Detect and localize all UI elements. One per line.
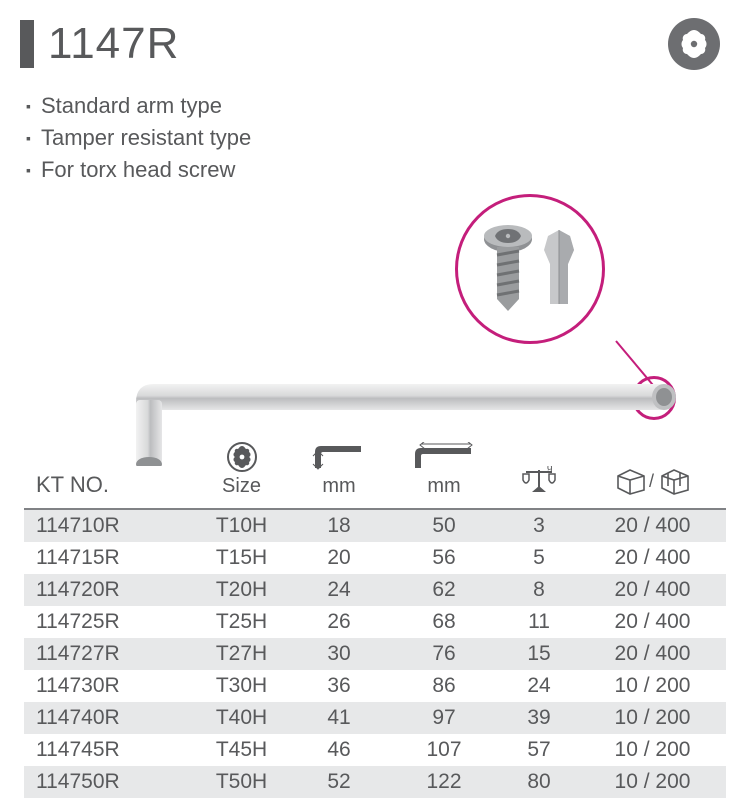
- col-label: Size: [222, 475, 261, 497]
- svg-text:g: g: [547, 466, 553, 473]
- cell-short_mm: 36: [289, 670, 389, 702]
- header: 1147R: [0, 0, 750, 78]
- cell-short_mm: 52: [289, 766, 389, 798]
- screw-icon: [482, 225, 534, 313]
- feature-item: Tamper resistant type: [26, 122, 750, 154]
- cell-ktno: 114727R: [24, 638, 194, 670]
- table-row: 114740RT40H41973910 / 200: [24, 702, 726, 734]
- feature-text: Standard arm type: [41, 90, 222, 122]
- table-row: 114710RT10H1850320 / 400: [24, 509, 726, 542]
- cell-pack: 10 / 200: [579, 702, 726, 734]
- cell-short_mm: 20: [289, 542, 389, 574]
- scale-icon: g: [520, 466, 558, 496]
- cell-ktno: 114720R: [24, 574, 194, 606]
- package-icon: /: [614, 464, 692, 496]
- short-arm-icon: [311, 442, 367, 472]
- feature-item: Standard arm type: [26, 90, 750, 122]
- cell-weight: 5: [499, 542, 579, 574]
- col-long-arm: mm: [389, 438, 499, 509]
- col-ktno: KT NO.: [24, 438, 194, 509]
- spec-table: KT NO. Size: [24, 438, 726, 798]
- cell-ktno: 114730R: [24, 670, 194, 702]
- torx-security-icon: [668, 18, 720, 70]
- cell-pack: 20 / 400: [579, 574, 726, 606]
- cell-size: T10H: [194, 509, 289, 542]
- cell-long_mm: 76: [389, 638, 499, 670]
- cell-weight: 80: [499, 766, 579, 798]
- title-block: 1147R: [20, 19, 179, 69]
- svg-text:/: /: [649, 471, 654, 491]
- cell-ktno: 114725R: [24, 606, 194, 638]
- feature-item: For torx head screw: [26, 154, 750, 186]
- cell-short_mm: 18: [289, 509, 389, 542]
- cell-weight: 39: [499, 702, 579, 734]
- cell-long_mm: 86: [389, 670, 499, 702]
- cell-weight: 11: [499, 606, 579, 638]
- table-row: 114720RT20H2462820 / 400: [24, 574, 726, 606]
- cell-long_mm: 68: [389, 606, 499, 638]
- cell-size: T27H: [194, 638, 289, 670]
- cell-size: T15H: [194, 542, 289, 574]
- title-bar: [20, 20, 34, 68]
- col-weight: g g: [499, 438, 579, 509]
- cell-short_mm: 41: [289, 702, 389, 734]
- callout-circle: [455, 194, 605, 344]
- table-row: 114730RT30H36862410 / 200: [24, 670, 726, 702]
- col-pack: /: [579, 438, 726, 509]
- col-size: Size: [194, 438, 289, 509]
- feature-text: Tamper resistant type: [41, 122, 251, 154]
- cell-pack: 10 / 200: [579, 766, 726, 798]
- cell-ktno: 114710R: [24, 509, 194, 542]
- cell-pack: 20 / 400: [579, 606, 726, 638]
- cell-size: T40H: [194, 702, 289, 734]
- page-title: 1147R: [48, 19, 179, 69]
- long-arm-icon: [411, 442, 477, 472]
- product-illustration: [0, 186, 750, 416]
- cell-pack: 20 / 400: [579, 638, 726, 670]
- cell-short_mm: 26: [289, 606, 389, 638]
- feature-text: For torx head screw: [41, 154, 235, 186]
- col-label: mm: [322, 475, 355, 497]
- cell-long_mm: 97: [389, 702, 499, 734]
- table-body: 114710RT10H1850320 / 400114715RT15H20565…: [24, 509, 726, 798]
- table-row: 114750RT50H521228010 / 200: [24, 766, 726, 798]
- col-label: mm: [427, 475, 460, 497]
- cell-weight: 24: [499, 670, 579, 702]
- cell-weight: 8: [499, 574, 579, 606]
- spec-table-wrap: KT NO. Size: [0, 416, 750, 798]
- cell-ktno: 114750R: [24, 766, 194, 798]
- cell-weight: 3: [499, 509, 579, 542]
- cell-size: T25H: [194, 606, 289, 638]
- cell-pack: 10 / 200: [579, 670, 726, 702]
- torx-icon: [227, 442, 257, 472]
- cell-long_mm: 50: [389, 509, 499, 542]
- cell-long_mm: 62: [389, 574, 499, 606]
- table-row: 114725RT25H26681120 / 400: [24, 606, 726, 638]
- cell-long_mm: 56: [389, 542, 499, 574]
- table-row: 114715RT15H2056520 / 400: [24, 542, 726, 574]
- cell-short_mm: 24: [289, 574, 389, 606]
- cell-size: T50H: [194, 766, 289, 798]
- feature-list: Standard arm type Tamper resistant type …: [0, 78, 750, 186]
- torx-bit-icon: [540, 230, 578, 308]
- cell-pack: 20 / 400: [579, 542, 726, 574]
- cell-long_mm: 122: [389, 766, 499, 798]
- cell-size: T30H: [194, 670, 289, 702]
- cell-weight: 15: [499, 638, 579, 670]
- col-label: KT NO.: [36, 472, 109, 497]
- cell-short_mm: 30: [289, 638, 389, 670]
- col-short-arm: mm: [289, 438, 389, 509]
- cell-pack: 20 / 400: [579, 509, 726, 542]
- table-header: KT NO. Size: [24, 438, 726, 509]
- cell-size: T20H: [194, 574, 289, 606]
- table-row: 114727RT27H30761520 / 400: [24, 638, 726, 670]
- cell-ktno: 114715R: [24, 542, 194, 574]
- cell-ktno: 114740R: [24, 702, 194, 734]
